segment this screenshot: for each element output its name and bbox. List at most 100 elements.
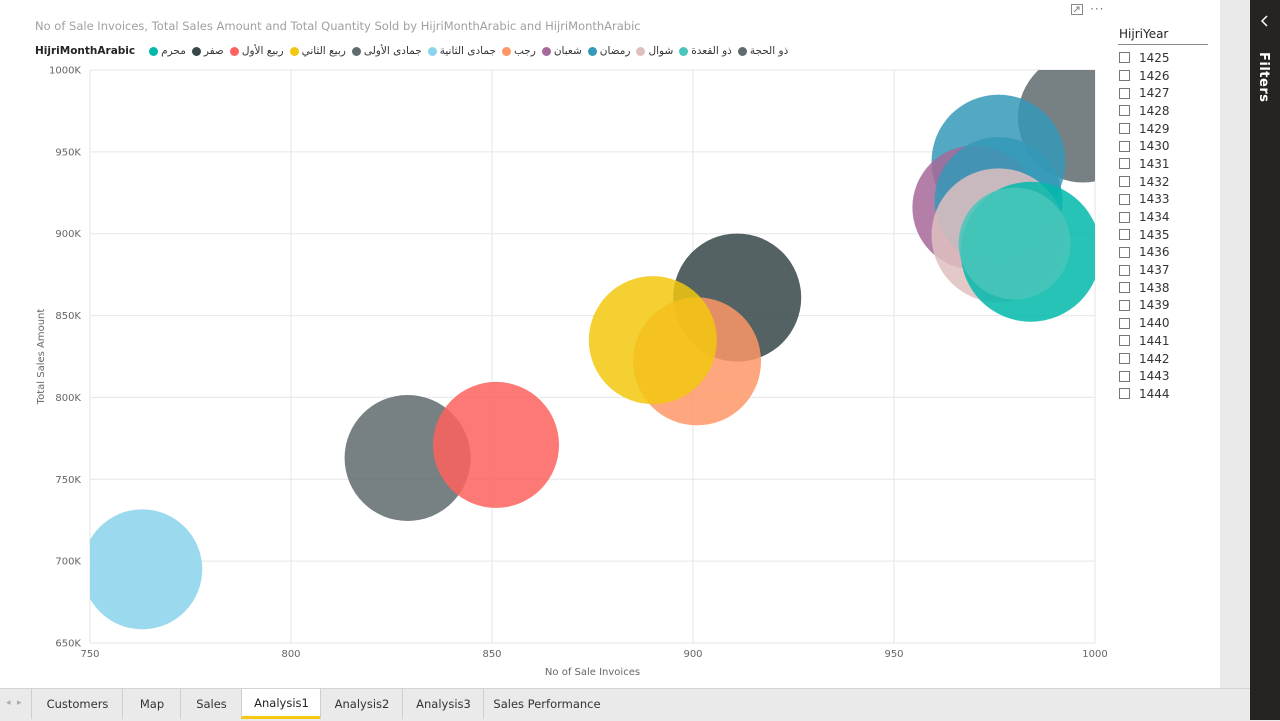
- y-tick-label: 750K: [55, 475, 81, 486]
- legend-item[interactable]: محرم: [149, 45, 186, 57]
- x-tick-label: 900: [683, 649, 702, 660]
- hijri-year-slicer: HijriYear 1425 1426 1427 1428 1429 1430 1431 14…: [1112, 0, 1220, 686]
- slicer-item-label: 1444: [1139, 386, 1170, 401]
- tab-sales[interactable]: Sales: [180, 689, 242, 719]
- bubble-point[interactable]: [433, 381, 560, 508]
- tab-analysis1[interactable]: Analysis1: [241, 689, 321, 719]
- slicer-item-label: 1443: [1139, 369, 1170, 384]
- slicer-item-label: 1430: [1139, 139, 1170, 154]
- slicer-item[interactable]: 1426: [1119, 67, 1170, 85]
- tab-scroll-prev-icon[interactable]: ◂: [6, 698, 11, 708]
- checkbox[interactable]: [1119, 193, 1130, 205]
- checkbox[interactable]: [1119, 335, 1130, 347]
- legend-item[interactable]: ربيع الأول: [229, 45, 284, 57]
- chevron-left-icon[interactable]: [1259, 13, 1271, 29]
- legend: HijriMonthArabic محرم صفر ربيع الأول ربيع ا…: [35, 44, 794, 58]
- checkbox[interactable]: [1119, 87, 1130, 99]
- tab-scroll-next-icon[interactable]: ▸: [17, 698, 22, 708]
- legend-item[interactable]: شعبان: [541, 45, 582, 57]
- tab-sales-performance[interactable]: Sales Performance: [483, 689, 610, 719]
- legend-label: ربيع الأول: [241, 45, 284, 57]
- slicer-item[interactable]: 1434: [1119, 208, 1170, 226]
- legend-item[interactable]: ذو الحجة: [737, 45, 788, 57]
- legend-item[interactable]: رمضان: [587, 45, 630, 57]
- checkbox[interactable]: [1119, 388, 1130, 400]
- legend-label: محرم: [161, 45, 186, 57]
- y-tick-label: 650K: [55, 639, 81, 650]
- checkbox[interactable]: [1119, 299, 1130, 311]
- slicer-item[interactable]: 1430: [1119, 137, 1170, 155]
- slicer-item[interactable]: 1443: [1119, 367, 1170, 385]
- checkbox[interactable]: [1119, 353, 1130, 365]
- legend-dot-icon: [149, 46, 159, 56]
- slicer-item[interactable]: 1444: [1119, 385, 1170, 403]
- slicer-item-label: 1427: [1139, 86, 1170, 101]
- tab-customers[interactable]: Customers: [31, 689, 123, 719]
- bubbles-group: [82, 70, 1095, 630]
- slicer-item[interactable]: 1440: [1119, 314, 1170, 332]
- legend-item[interactable]: جمادى الأولى: [351, 45, 422, 57]
- report-canvas: No of Sale Invoices, Total Sales Amount …: [0, 0, 1250, 688]
- checkbox[interactable]: [1119, 105, 1130, 117]
- legend-item[interactable]: رجب: [501, 45, 536, 57]
- slicer-item[interactable]: 1425: [1119, 49, 1170, 67]
- bubble-point[interactable]: [82, 509, 203, 630]
- tab-analysis3[interactable]: Analysis3: [402, 689, 484, 719]
- legend-dot-icon: [679, 46, 689, 56]
- checkbox[interactable]: [1119, 229, 1130, 241]
- slicer-item[interactable]: 1433: [1119, 191, 1170, 209]
- checkbox[interactable]: [1119, 123, 1130, 135]
- legend-dot-icon: [501, 46, 511, 56]
- slicer-item[interactable]: 1439: [1119, 297, 1170, 315]
- legend-item[interactable]: جمادى الثانية: [427, 45, 496, 57]
- slicer-item[interactable]: 1442: [1119, 350, 1170, 368]
- slicer-item-label: 1440: [1139, 316, 1170, 331]
- slicer-divider: [1118, 44, 1208, 45]
- tab-map[interactable]: Map: [122, 689, 181, 719]
- x-tick-label: 800: [281, 649, 300, 660]
- checkbox[interactable]: [1119, 264, 1130, 276]
- checkbox[interactable]: [1119, 282, 1130, 294]
- slicer-item[interactable]: 1436: [1119, 244, 1170, 262]
- page-tab-bar: ◂ ▸ Customers Map Sales Analysis1 Analysis2 A…: [0, 688, 1250, 721]
- checkbox[interactable]: [1119, 176, 1130, 188]
- legend-label: ربيع الثاني: [301, 45, 346, 57]
- tab-analysis2[interactable]: Analysis2: [320, 689, 403, 719]
- slicer-item-label: 1433: [1139, 192, 1170, 207]
- checkbox[interactable]: [1119, 370, 1130, 382]
- filters-pane[interactable]: Filters: [1250, 0, 1280, 720]
- scatter-plot[interactable]: 750 800 850 900 950 1000 650K 700K 750K 800K 850K 9…: [30, 0, 1112, 686]
- checkbox[interactable]: [1119, 70, 1130, 82]
- legend-item[interactable]: شوال: [636, 45, 673, 57]
- slicer-item[interactable]: 1431: [1119, 155, 1170, 173]
- checkbox[interactable]: [1119, 317, 1130, 329]
- slicer-item[interactable]: 1429: [1119, 120, 1170, 138]
- slicer-item[interactable]: 1441: [1119, 332, 1170, 350]
- slicer-item[interactable]: 1437: [1119, 261, 1170, 279]
- slicer-item[interactable]: 1432: [1119, 173, 1170, 191]
- legend-label: رجب: [513, 45, 536, 57]
- slicer-list: 1425 1426 1427 1428 1429 1430 1431 1432 1433 1434…: [1119, 49, 1170, 403]
- slicer-item-label: 1429: [1139, 121, 1170, 136]
- slicer-item[interactable]: 1438: [1119, 279, 1170, 297]
- legend-label: صفر: [203, 45, 224, 57]
- legend-item[interactable]: صفر: [191, 45, 224, 57]
- checkbox[interactable]: [1119, 140, 1130, 152]
- slicer-item[interactable]: 1428: [1119, 102, 1170, 120]
- legend-label: ذو القعدة: [691, 45, 732, 57]
- focus-mode-icon[interactable]: [1071, 4, 1083, 15]
- scatter-chart-visual[interactable]: No of Sale Invoices, Total Sales Amount …: [30, 0, 1112, 686]
- more-options-icon[interactable]: ···: [1090, 2, 1105, 16]
- slicer-item-label: 1442: [1139, 351, 1170, 366]
- bubble-point[interactable]: [588, 276, 717, 405]
- slicer-item[interactable]: 1427: [1119, 84, 1170, 102]
- bubble-point[interactable]: [958, 187, 1071, 300]
- legend-item[interactable]: ربيع الثاني: [289, 45, 346, 57]
- checkbox[interactable]: [1119, 246, 1130, 258]
- legend-label: جمادى الثانية: [439, 45, 496, 57]
- checkbox[interactable]: [1119, 211, 1130, 223]
- slicer-item[interactable]: 1435: [1119, 226, 1170, 244]
- legend-item[interactable]: ذو القعدة: [679, 45, 732, 57]
- checkbox[interactable]: [1119, 158, 1130, 170]
- checkbox[interactable]: [1119, 52, 1130, 64]
